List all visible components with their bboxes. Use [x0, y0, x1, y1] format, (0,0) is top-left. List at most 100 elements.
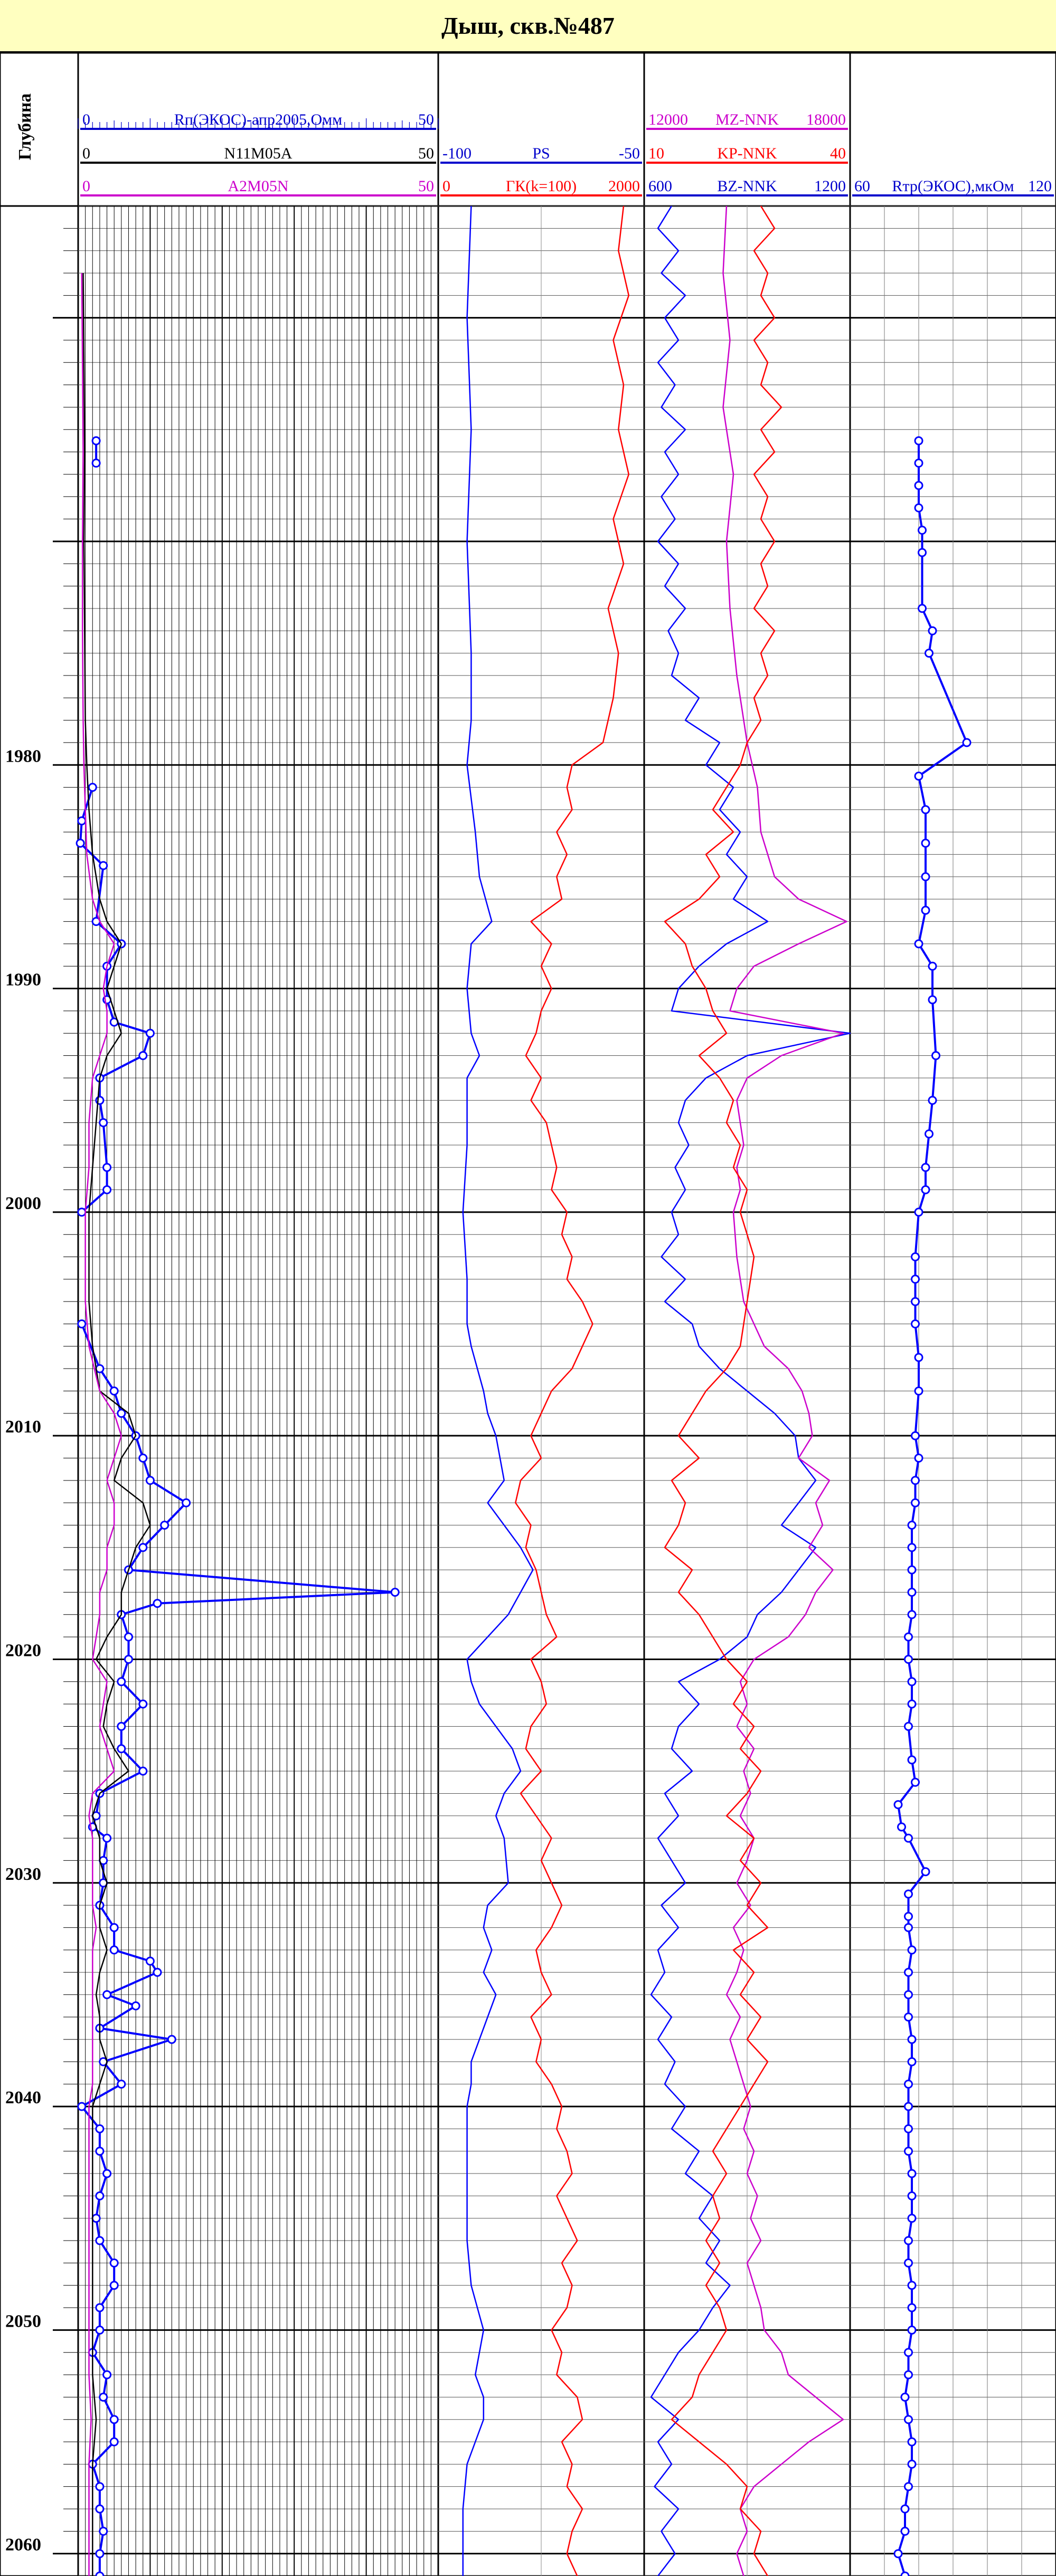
series-point — [88, 783, 97, 792]
series-point — [962, 738, 972, 747]
series-point — [109, 2281, 119, 2290]
series-point — [907, 2459, 917, 2469]
series-point — [928, 626, 937, 635]
scale-title: A2M05N — [228, 177, 288, 195]
series-point — [95, 2147, 105, 2156]
series-point — [911, 1431, 920, 1440]
series-point — [907, 1543, 917, 1552]
series-point — [167, 2035, 176, 2044]
series-point — [77, 2102, 87, 2111]
grid — [0, 53, 1056, 2576]
series-point — [907, 2057, 917, 2066]
series-point — [911, 1275, 920, 1284]
series-point — [904, 1655, 913, 1664]
scale-min-label: 12000 — [648, 111, 688, 128]
series-point — [102, 2169, 112, 2178]
scale-min-label: 0 — [442, 177, 450, 195]
scale-max-label: 50 — [418, 145, 434, 162]
series-point — [907, 2281, 917, 2290]
series-point — [907, 1588, 917, 1597]
scale-title: KP-NNK — [717, 145, 777, 162]
series-point — [95, 2549, 105, 2559]
series-point — [138, 1051, 148, 1060]
series-line — [664, 205, 782, 2576]
series-point — [138, 1454, 148, 1463]
series-point — [907, 1565, 917, 1575]
depth-tick-label: 2040 — [5, 2088, 41, 2107]
series-point — [145, 1476, 155, 1485]
scale-title: ГК(k=100) — [506, 177, 577, 195]
depth-tick-label: 2000 — [5, 1194, 41, 1213]
series-point — [907, 1755, 917, 1765]
series-point — [907, 2191, 917, 2200]
series-point — [904, 1912, 913, 1921]
series-point — [918, 526, 927, 535]
series-point — [904, 2258, 913, 2268]
scale-max-label: 50 — [418, 177, 434, 195]
series-point — [904, 2147, 913, 2156]
series-point — [914, 1454, 923, 1463]
series-point — [95, 2303, 105, 2312]
series-point — [904, 1632, 913, 1642]
series-line — [650, 205, 851, 2576]
chart-frame — [0, 52, 1056, 2576]
series-point — [921, 1163, 930, 1172]
series-point — [907, 2169, 917, 2178]
depth-tick-label: 2010 — [5, 1417, 41, 1437]
series-point — [102, 1163, 112, 1172]
series-point — [102, 1990, 112, 1999]
series-point — [904, 2236, 913, 2245]
series-point — [904, 1889, 913, 1899]
series-point — [117, 1744, 126, 1754]
track-headers: 0 Rп(ЭКОС)-апр2005,Омм 50 0 N11M05A 50 0 A2M05N… — [78, 111, 1054, 196]
series-point — [900, 2526, 910, 2536]
series-point — [904, 2482, 913, 2491]
series-point — [911, 1252, 920, 1261]
series-point — [160, 1521, 169, 1530]
series-line — [722, 205, 847, 2576]
series-point — [102, 1833, 112, 1843]
series-point — [921, 905, 930, 915]
series-point — [99, 1118, 108, 1127]
scale-max-label: 2000 — [608, 177, 640, 195]
scale-title: N11M05A — [224, 145, 293, 162]
scale-title: Rп(ЭКОС)-апр2005,Омм — [174, 111, 342, 128]
series-point — [138, 1699, 148, 1709]
series-point — [102, 1185, 112, 1194]
scale-max-label: 40 — [830, 145, 846, 162]
series-point — [145, 1028, 155, 1038]
scale-max-label: 120 — [1028, 177, 1052, 195]
series-point — [76, 838, 85, 848]
series-point — [109, 1923, 119, 1932]
series-point — [907, 1945, 917, 1955]
series-point — [900, 2392, 910, 2402]
series-line — [897, 441, 968, 2576]
depth-tick-label: 2050 — [5, 2311, 41, 2331]
series-point — [914, 1353, 923, 1362]
series-point — [925, 649, 934, 658]
series-point — [95, 2482, 105, 2491]
series-point — [931, 1051, 940, 1060]
series-point — [124, 1632, 133, 1642]
series-point — [918, 604, 927, 613]
series-point — [99, 2526, 108, 2536]
series-point — [897, 1822, 906, 1832]
series-point — [911, 1498, 920, 1507]
series-point — [911, 1297, 920, 1306]
series-line — [462, 205, 534, 2576]
series-point — [907, 2437, 917, 2447]
series-point — [904, 2124, 913, 2133]
series-point — [904, 2348, 913, 2357]
depth-axis-label: Глубина — [15, 93, 35, 161]
series-point — [928, 995, 937, 1005]
series-point — [914, 458, 923, 468]
series-point — [900, 2504, 910, 2514]
series-point — [907, 1521, 917, 1530]
series-point — [921, 838, 930, 848]
scale-title: PS — [532, 145, 550, 162]
series-point — [904, 1968, 913, 1977]
series-point — [77, 1319, 87, 1328]
scale-max-label: 18000 — [806, 111, 846, 128]
series-point — [109, 2415, 119, 2424]
scale-max-label: 50 — [418, 111, 434, 128]
